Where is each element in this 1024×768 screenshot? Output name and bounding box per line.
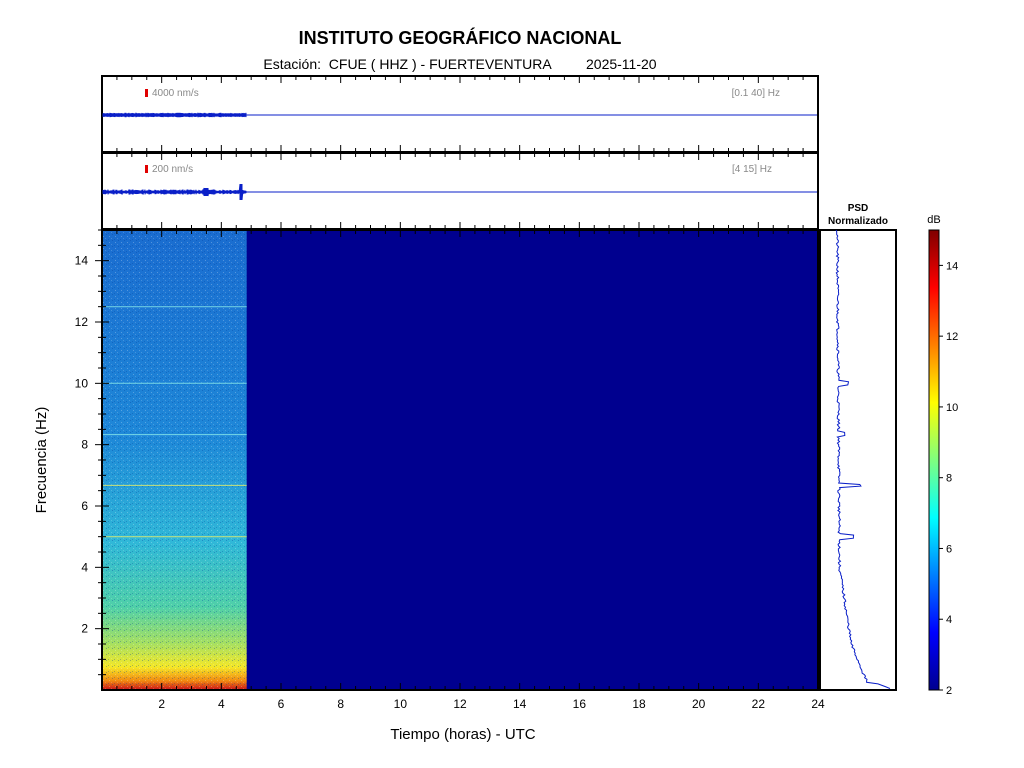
colorbar-tick-label: 12 [946, 331, 958, 343]
colorbar-ticks: 2 4 6 8 10 12 14 [939, 260, 958, 697]
colorbar-tick-label: 14 [946, 260, 958, 272]
x-tick-label: 6 [278, 697, 285, 711]
station-name: CFUE ( HHZ ) - FUERTEVENTURA [328, 56, 551, 72]
colorbar-tick-label: 4 [946, 614, 952, 626]
colorbar-tick-label: 8 [946, 473, 952, 485]
band-label-1: [0.1 40] Hz [732, 88, 780, 99]
x-tick-label: 22 [752, 697, 766, 711]
y-tick-label: 12 [75, 315, 89, 329]
psd-curve [835, 229, 891, 689]
spectrogram-lines [102, 306, 247, 538]
x-tick-label: 14 [513, 697, 527, 711]
y-tick-label: 10 [75, 376, 89, 390]
x-tick-label: 8 [337, 697, 344, 711]
trace-panel-2-ticks [101, 153, 819, 229]
scale-label-1: 4000 nm/s [152, 88, 199, 99]
x-axis-ticks: 2 4 6 8 10 12 14 16 18 20 22 24 [101, 230, 825, 711]
x-tick-label: 16 [573, 697, 587, 711]
trace-panel-broadband: 4000 nm/s [0.1 40] Hz [101, 75, 819, 153]
chart-subtitle: Estación: CFUE ( HHZ ) - FUERTEVENTURA 2… [0, 56, 920, 72]
colorbar-tick-label: 2 [946, 685, 952, 697]
chart-title: INSTITUTO GEOGRÁFICO NACIONAL [298, 28, 622, 48]
band-label-2: [4 15] Hz [732, 164, 772, 175]
scale-mark-1 [145, 89, 148, 97]
scale-label-2: 200 nm/s [152, 164, 193, 175]
y-tick-label: 14 [75, 254, 89, 268]
colorbar-tick-label: 6 [946, 543, 952, 555]
station-prefix: Estación: [263, 56, 321, 72]
psd-subtitle: Normalizado [828, 216, 888, 227]
x-tick-label: 4 [218, 697, 225, 711]
x-axis-label: Tiempo (horas) - UTC [390, 726, 535, 743]
date-label: 2025-11-20 [586, 56, 657, 72]
trace-waveform-2 [102, 183, 247, 201]
y-tick-label: 8 [81, 438, 88, 452]
x-tick-label: 18 [632, 697, 646, 711]
x-tick-label: 24 [811, 697, 825, 711]
x-tick-label: 10 [394, 697, 408, 711]
spectrogram-noise-texture [102, 230, 247, 690]
y-tick-label: 4 [81, 560, 88, 574]
y-axis-label: Frecuencia (Hz) [33, 407, 50, 514]
x-tick-label: 20 [692, 697, 706, 711]
x-tick-label: 2 [158, 697, 165, 711]
psd-frame [819, 229, 897, 691]
colorbar: dB 2 4 6 8 10 12 14 [927, 214, 958, 697]
psd-title: PSD [848, 203, 869, 214]
trace-waveform-1 [102, 112, 247, 118]
x-tick-label: 12 [453, 697, 467, 711]
y-axis-ticks: 2 4 6 8 10 12 14 [75, 229, 109, 676]
y-tick-label: 2 [81, 622, 88, 636]
y-tick-label: 6 [81, 499, 88, 513]
psd-panel: PSD Normalizado [819, 203, 897, 691]
colorbar-tick-label: 10 [946, 402, 958, 414]
trace-panel-1-ticks [101, 76, 819, 152]
scale-mark-2 [145, 165, 148, 173]
colorbar-unit: dB [927, 214, 940, 226]
colorbar-gradient [928, 229, 940, 691]
trace-panel-filtered: 200 nm/s [4 15] Hz [101, 152, 819, 230]
